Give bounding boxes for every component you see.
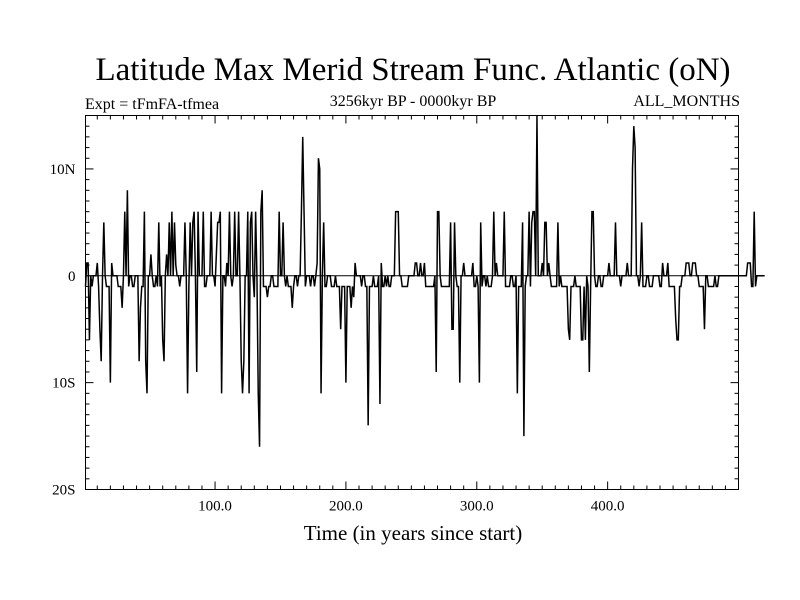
x-tick-label: 400.0: [591, 499, 625, 515]
x-tick-label: 200.0: [329, 499, 363, 515]
series-line: [84, 115, 765, 447]
x-tick-label: 300.0: [460, 499, 494, 515]
x-axis-label: Time (in years since start): [304, 521, 523, 545]
time-range-label: 3256kyr BP - 0000kyr BP: [330, 93, 497, 110]
x-tick-label: 100.0: [198, 499, 232, 515]
y-tick-label: 0: [68, 269, 76, 285]
y-tick-label: 10S: [52, 376, 75, 392]
experiment-label: Expt = tFmFA-tfmea: [85, 96, 219, 113]
y-tick-label: 10N: [50, 162, 76, 178]
plot-frame: [85, 115, 739, 490]
chart-title: Latitude Max Merid Stream Func. Atlantic…: [95, 52, 730, 88]
y-tick-label: 20S: [52, 483, 75, 499]
months-label: ALL_MONTHS: [633, 93, 740, 110]
